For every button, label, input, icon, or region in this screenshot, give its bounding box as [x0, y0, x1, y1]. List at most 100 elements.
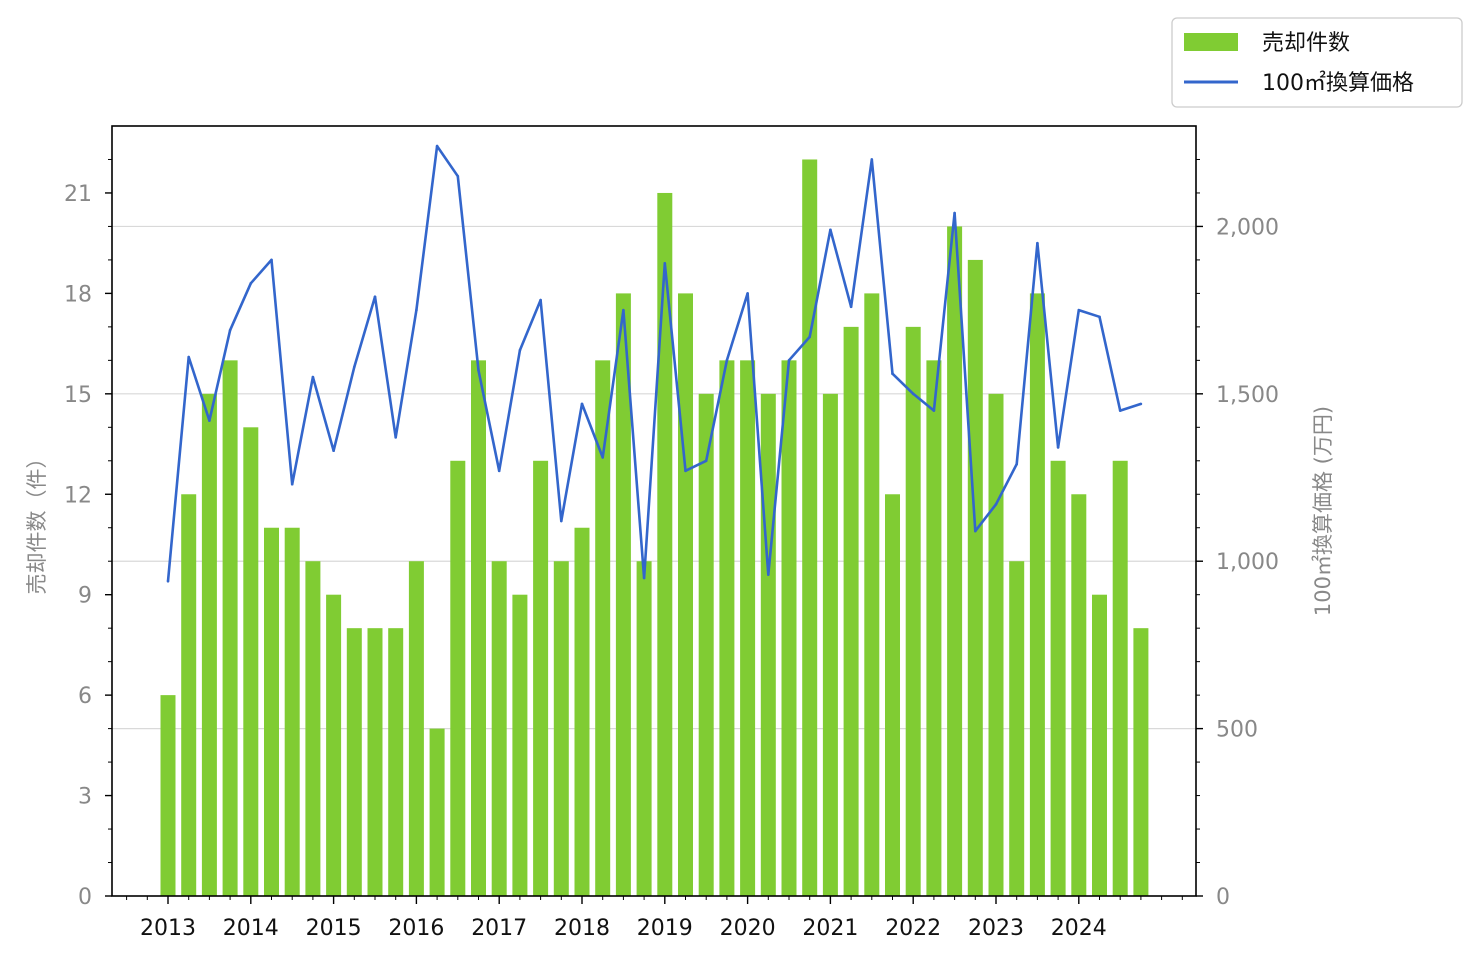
price-point [1056, 446, 1060, 449]
bar-sales-count [574, 527, 590, 896]
bar-sales-count [471, 360, 486, 896]
x-tick-label: 2022 [885, 916, 941, 941]
price-point [767, 573, 770, 576]
x-tick-label: 2014 [223, 916, 279, 941]
x-tick-label: 2015 [306, 916, 362, 941]
y-right-tick-label: 2,000 [1216, 215, 1279, 240]
price-point [911, 392, 915, 396]
price-point [539, 298, 542, 302]
price-point [974, 529, 977, 533]
bar-sales-count [657, 192, 673, 896]
price-point [477, 369, 480, 372]
price-point [932, 409, 936, 412]
bar-sales-count [822, 393, 838, 896]
bar-sales-count [533, 460, 549, 896]
price-point [849, 305, 853, 309]
price-point [290, 482, 294, 486]
bar-sales-count [429, 728, 445, 896]
price-point [808, 335, 811, 339]
bar-sales-count [388, 628, 404, 896]
bar-sales-count [595, 360, 611, 896]
y-left-tick-label: 18 [64, 282, 92, 307]
price-point [1139, 402, 1143, 406]
bar-sales-count [843, 326, 859, 896]
bar-sales-count [181, 494, 197, 896]
bar-sales-count [264, 527, 279, 896]
price-point [228, 328, 232, 332]
legend: 売却件数 100㎡換算価格 [1171, 17, 1463, 108]
plot-frame [111, 125, 1197, 897]
price-point [497, 469, 501, 473]
y-left-tick-label: 3 [78, 785, 92, 810]
legend-bar-swatch [1184, 33, 1238, 51]
bar-sales-count [367, 628, 383, 896]
price-point [580, 402, 584, 406]
price-point [601, 456, 604, 459]
price-point [684, 469, 687, 473]
y-left-tick-label: 15 [64, 383, 92, 408]
price-point [1098, 315, 1101, 319]
bar-sales-count [1092, 594, 1107, 896]
price-point [518, 349, 522, 352]
price-point [1118, 409, 1122, 412]
bar-sales-count [636, 561, 652, 896]
price-point [787, 359, 791, 362]
bar-sales-count [802, 159, 818, 896]
price-point [353, 365, 356, 369]
y-left-tick-label: 0 [78, 885, 92, 910]
price-point [249, 282, 253, 285]
price-point [394, 436, 398, 439]
y-left-axis-label: 売却件数（件） [25, 448, 49, 595]
bar-sales-count [760, 393, 776, 896]
price-point [622, 308, 625, 312]
bar-sales-count [926, 360, 942, 896]
x-tick-label: 2017 [471, 916, 527, 941]
bar-sales-count [740, 360, 756, 896]
price-point [311, 375, 315, 379]
y-left-tick-label: 21 [64, 182, 92, 207]
bar-sales-count [160, 695, 176, 896]
price-point [166, 580, 170, 583]
y-right-axis-label: 100㎡換算価格 (万円) [1311, 406, 1335, 616]
price-point [870, 158, 874, 161]
bar-sales-count [988, 393, 1004, 896]
legend-label-price: 100㎡換算価格 [1262, 70, 1414, 96]
price-point [1077, 308, 1081, 312]
x-tick-label: 2016 [388, 916, 444, 941]
bar-sales-count [967, 259, 983, 896]
price-point [373, 295, 377, 299]
price-point [953, 211, 956, 215]
bar-sales-count [1133, 628, 1149, 896]
y-right-tick-label: 500 [1216, 718, 1258, 743]
bar-sales-count [346, 628, 362, 896]
x-tick-label: 2021 [802, 916, 858, 941]
bar-sales-count [864, 293, 880, 896]
bar-sales-count [512, 594, 528, 896]
y-right-tick-label: 1,500 [1216, 383, 1279, 408]
bar-sales-count [1112, 460, 1128, 896]
bar-series [160, 159, 1149, 896]
price-point [891, 372, 894, 376]
price-line [166, 144, 1142, 582]
x-tick-label: 2023 [968, 916, 1024, 941]
y-left-tick-label: 6 [78, 684, 92, 709]
bar-sales-count [450, 460, 466, 896]
bar-sales-count [781, 360, 797, 896]
price-point [208, 419, 211, 422]
bar-sales-count [222, 360, 238, 896]
price-point [435, 144, 439, 148]
price-point [829, 228, 832, 232]
bar-sales-count [678, 293, 693, 896]
x-tick-label: 2018 [554, 916, 610, 941]
bar-sales-count [1050, 460, 1066, 896]
legend-frame [1171, 17, 1463, 108]
x-tick-label: 2020 [720, 916, 776, 941]
bar-sales-count [243, 427, 259, 896]
price-point [746, 292, 749, 295]
bar-sales-count [553, 561, 569, 896]
bar-sales-count [1009, 561, 1025, 896]
legend-label-sales-count: 売却件数 [1262, 31, 1350, 56]
price-point [456, 174, 460, 178]
bar-sales-count [491, 561, 507, 896]
